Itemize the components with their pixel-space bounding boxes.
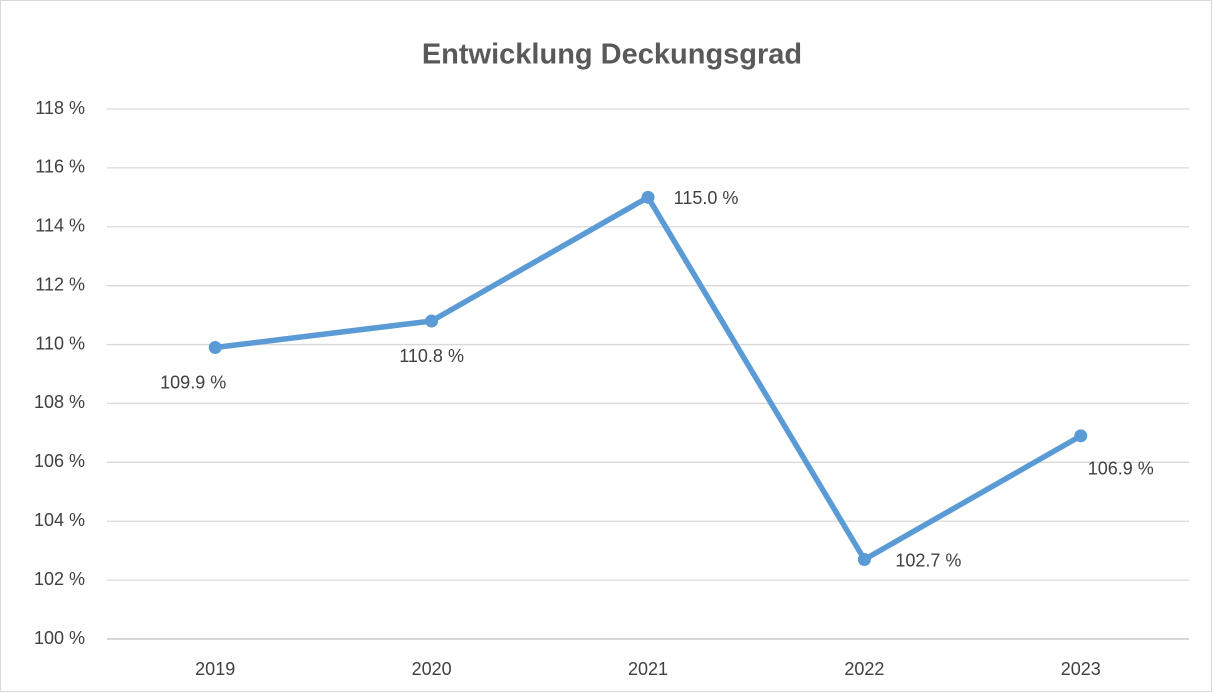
x-tick-label: 2019 (195, 659, 235, 679)
data-label: 106.9 % (1088, 459, 1154, 479)
data-label: 110.8 % (399, 346, 464, 366)
marker (208, 341, 222, 354)
data-label: 109.9 % (160, 372, 226, 392)
x-tick-label: 2023 (1061, 659, 1101, 679)
marker (641, 190, 655, 204)
x-tick-label: 2021 (628, 659, 668, 679)
y-tick-label: 116 % (35, 157, 85, 177)
marker (425, 314, 439, 328)
x-tick-label: 2022 (844, 659, 884, 679)
marker (1074, 429, 1088, 443)
y-tick-label: 100 % (34, 628, 85, 648)
y-tick-label: 104 % (34, 510, 85, 530)
y-tick-label: 112 % (35, 274, 85, 294)
y-tick-label: 108 % (34, 392, 85, 412)
y-tick-label: 114 % (35, 216, 85, 236)
y-tick-label: 106 % (34, 451, 85, 471)
y-tick-label: 102 % (34, 569, 85, 589)
marker (857, 553, 871, 566)
y-tick-label: 110 % (35, 333, 85, 353)
data-label: 115.0 % (674, 188, 739, 208)
data-label: 102.7 % (895, 550, 961, 570)
x-tick-label: 2020 (412, 659, 452, 679)
y-tick-label: 118 % (35, 98, 85, 118)
chart-title: Entwicklung Deckungsgrad (422, 39, 802, 71)
